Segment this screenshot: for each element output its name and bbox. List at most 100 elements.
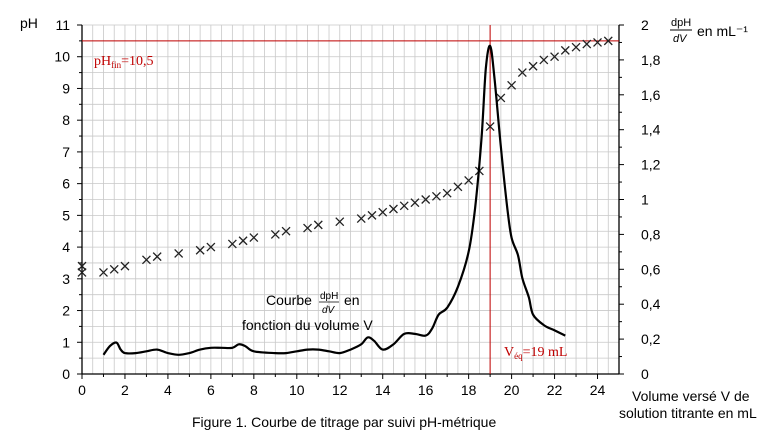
y-left-tick-label: 2 [62, 303, 70, 319]
derivative-curve [102, 44, 566, 356]
ph-point-marker [120, 261, 130, 271]
data-marks [77, 36, 613, 356]
ph-point-marker [507, 80, 517, 90]
x-tick-label: 20 [504, 382, 520, 398]
ph-point-stroke [249, 233, 259, 243]
y-left-tick-label: 11 [55, 17, 70, 33]
veq-annotation: Véq=19 mL [504, 345, 567, 361]
ph-point-stroke [77, 261, 87, 271]
y-right-tick-label: 1,2 [641, 157, 661, 173]
ph-point-marker [152, 252, 162, 262]
ph-point-stroke [550, 52, 560, 62]
ph-point-stroke [99, 268, 108, 277]
ph-point-marker [560, 45, 570, 55]
ph-point-stroke [496, 93, 506, 103]
ph-point-marker [109, 264, 119, 274]
ph-point-stroke [378, 207, 388, 217]
tick-labels: 0 2 4 6 8 10 12 14 16 18 20 22 240123456789101100,20… [54, 17, 660, 398]
ph-point-marker [464, 176, 474, 185]
ph-point-stroke [389, 204, 398, 214]
veq-value: =19 mL [523, 345, 568, 360]
ph-point-marker [303, 223, 312, 233]
ph-point-marker [603, 36, 613, 46]
curve-label-frac-den: dV [322, 305, 336, 316]
ph-fin-main: pH [94, 54, 111, 69]
ph-point-marker [421, 195, 431, 204]
ph-point-marker [571, 42, 581, 52]
y-right-label: dpH dV en mL⁻¹ [670, 17, 748, 45]
ph-point-marker [399, 201, 409, 211]
ph-point-stroke [238, 236, 248, 246]
ph-point-marker [378, 207, 388, 217]
ph-point-marker [431, 191, 441, 201]
x-label-line2: solution titrante en mL [619, 405, 757, 421]
ph-point-marker [442, 188, 452, 198]
ph-point-marker [550, 52, 560, 62]
ph-point-marker [528, 61, 538, 71]
x-tick-label: 0 [78, 382, 86, 398]
ph-point-marker [539, 55, 549, 65]
ph-point-stroke [560, 45, 570, 55]
ph-point-marker [485, 122, 495, 131]
y-right-label-unit: en mL⁻¹ [697, 23, 748, 39]
ph-point-marker [99, 268, 108, 277]
y-right-tick-label: 0,4 [641, 296, 661, 312]
y-right-tick-label: 0,2 [641, 331, 661, 347]
y-right-tick-label: 2 [641, 17, 649, 33]
curve-label: Courbe dpH dV en fonction du volume V [242, 291, 373, 333]
curve-label-line2: fonction du volume V [242, 317, 373, 333]
x-tick-label: 2 [121, 382, 129, 398]
y-right-tick-label: 0,8 [641, 226, 661, 242]
x-tick-label: 6 [207, 382, 215, 398]
ph-point-stroke [303, 223, 312, 233]
y-left-label: pH [20, 15, 38, 31]
reference-lines [82, 25, 619, 374]
ph-point-stroke [464, 176, 474, 185]
veq-sub: éq [514, 351, 523, 361]
y-right-label-den: dV [673, 33, 688, 45]
ph-point-marker [249, 233, 259, 243]
ph-point-stroke [281, 226, 291, 236]
ph-point-marker [313, 220, 323, 230]
ph-point-stroke [507, 80, 517, 90]
x-tick-label: 10 [289, 382, 305, 398]
ph-point-stroke [109, 264, 119, 274]
ph-point-marker [206, 242, 216, 252]
ph-point-marker [367, 210, 377, 220]
ph-point-stroke [410, 198, 420, 208]
x-tick-label: 12 [332, 382, 348, 398]
ph-point-marker [335, 217, 345, 227]
y-left-tick-label: 1 [62, 334, 70, 350]
y-left-tick-label: 7 [62, 144, 70, 160]
y-left-tick-label: 6 [62, 176, 70, 192]
x-tick-label: 22 [547, 382, 563, 398]
ph-point-stroke [174, 248, 184, 258]
ph-point-stroke [335, 217, 345, 227]
ph-point-stroke [77, 268, 87, 277]
y-left-tick-label: 3 [62, 271, 70, 287]
ph-point-stroke [517, 68, 527, 78]
ph-point-marker [141, 255, 151, 265]
y-left-tick-label: 8 [62, 112, 70, 128]
curve-label-frac-num: dpH [320, 291, 338, 302]
ph-point-stroke [593, 37, 602, 47]
ph-point-stroke [539, 55, 549, 65]
ph-point-stroke [270, 229, 280, 239]
x-tick-label: 24 [590, 382, 606, 398]
y-right-tick-label: 0 [641, 366, 649, 382]
ph-point-marker [389, 204, 398, 214]
ph-point-marker [453, 182, 463, 192]
ph-point-stroke [120, 261, 130, 271]
ph-point-stroke [195, 245, 205, 255]
ph-point-stroke [582, 39, 592, 49]
ph-point-marker [227, 239, 237, 249]
ph-point-marker [410, 198, 420, 208]
y-right-label-num: dpH [671, 17, 691, 29]
ph-fin-value: =10,5 [121, 54, 153, 69]
x-tick-label: 14 [375, 382, 391, 398]
ph-point-stroke [421, 195, 431, 204]
ph-point-stroke [152, 252, 162, 262]
y-right-tick-label: 0,6 [641, 261, 661, 277]
x-tick-label: 8 [250, 382, 258, 398]
